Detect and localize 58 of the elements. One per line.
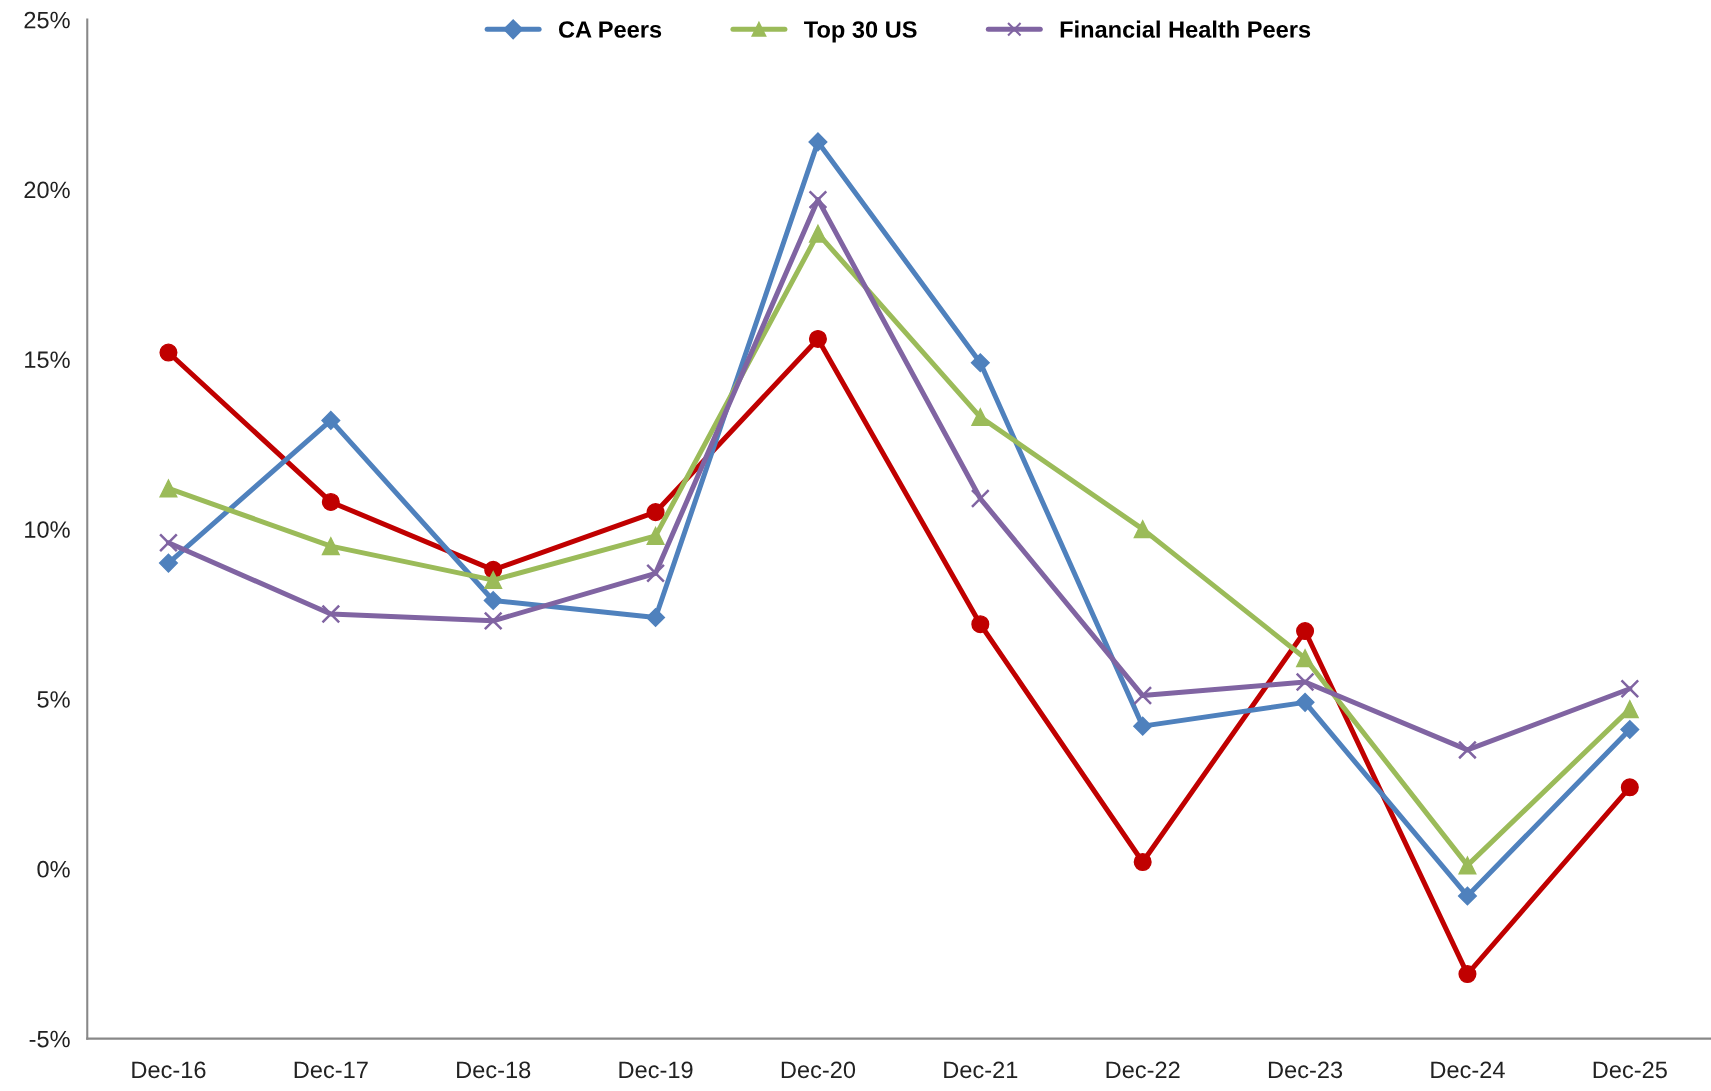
point [1133,685,1153,706]
point [159,343,178,362]
x-tick-label: Dec-24 [1431,1061,1505,1079]
point [645,563,666,583]
x-tick-label: Dec-18 [457,1061,531,1079]
point [1457,740,1478,760]
point [321,537,340,556]
x-tick-label: Dec-25 [1593,1061,1667,1079]
point [1620,679,1640,699]
point [646,607,666,627]
y-tick-label: 15% [25,351,70,369]
x-tick-label: Dec-20 [781,1061,856,1079]
y-tick-label: -5% [29,1030,70,1048]
point [1295,672,1315,692]
x-tick-label: Dec-21 [944,1061,1018,1079]
y-tick-label: 0% [37,860,70,878]
point [158,553,178,573]
point [970,488,990,509]
y-tick-label: 10% [25,521,70,538]
legend-label: Top 30 US [804,21,917,43]
point [808,224,827,243]
x-tick-label: Dec-23 [1268,1061,1343,1079]
y-tick-label: 5% [37,691,70,708]
point [646,503,665,522]
point [1458,856,1477,875]
x-tick-label: Dec-22 [1106,1061,1180,1079]
point [646,526,665,545]
point [321,410,341,430]
point [1133,520,1152,539]
point [971,615,990,634]
point [1620,720,1640,740]
point [1458,965,1477,984]
point [321,492,340,511]
point [808,132,828,152]
point [1296,622,1315,641]
x-tick-label: Dec-17 [294,1061,368,1079]
point [1133,852,1152,872]
point [159,479,178,498]
point [158,533,179,553]
point [483,590,503,610]
point [808,190,828,210]
legend-label: Financial Health Peers [1060,20,1311,38]
x-tick-label: Dec-16 [132,1061,206,1079]
x-tick-label: Dec-19 [619,1061,693,1079]
y-tick-label: 25% [24,11,70,29]
point [484,571,503,590]
point [321,604,341,624]
y-tick-label: 20% [24,181,70,199]
point [483,611,503,631]
point [808,329,827,348]
point [1457,886,1477,906]
point [971,408,990,427]
legend-label: CA Peers [558,21,662,38]
point [1620,778,1639,797]
point [970,353,990,373]
point [1295,692,1315,712]
point [1133,716,1153,736]
point [1296,649,1315,668]
